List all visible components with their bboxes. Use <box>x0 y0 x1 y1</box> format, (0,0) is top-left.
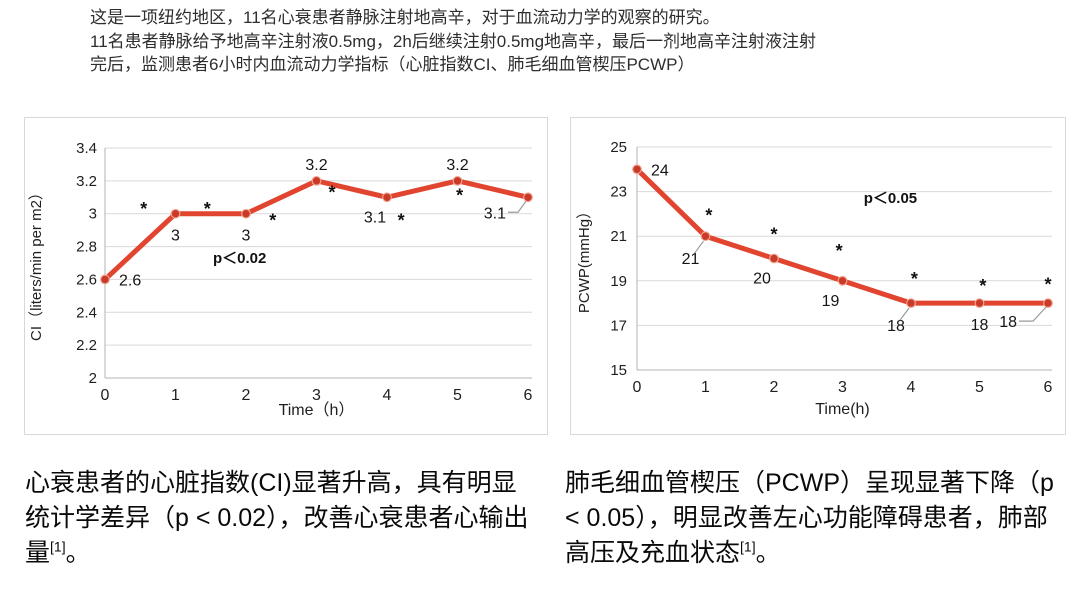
svg-text:18: 18 <box>999 314 1017 331</box>
svg-text:2.2: 2.2 <box>76 337 97 354</box>
svg-text:3.2: 3.2 <box>76 173 97 190</box>
citation-marker: [1] <box>50 538 66 555</box>
svg-text:CI（liters/min per m2）: CI（liters/min per m2） <box>28 185 45 341</box>
pcwp-chart-card: 15 17 19 21 23 25 0 1 2 3 4 5 6 Time(h) PCWP(mmHg） p＜0.… <box>570 117 1066 435</box>
svg-text:19: 19 <box>610 273 627 290</box>
ci-line-chart: 2 2.2 2.4 2.6 2.8 3 3.2 3.4 0 1 2 3 4 5 6 Time（h） CI（lit… <box>28 140 533 419</box>
svg-text:2.8: 2.8 <box>76 239 97 256</box>
svg-text:PCWP(mmHg）: PCWP(mmHg） <box>576 204 593 313</box>
pcwp-conclusion-text: 肺毛细血管楔压（PCWP）呈现显著下降（p < 0.05），明显改善左心功能障碍… <box>565 466 1071 571</box>
svg-text:2.4: 2.4 <box>76 304 97 321</box>
ci-conclusion-body: 心衰患者的心脏指数(CI)显著升高，具有明显统计学差异（p < 0.02），改善… <box>25 469 529 567</box>
svg-text:3: 3 <box>89 206 97 223</box>
svg-text:3: 3 <box>171 228 180 245</box>
svg-text:2: 2 <box>770 379 779 396</box>
svg-text:3.1: 3.1 <box>484 205 506 222</box>
svg-text:*: * <box>911 269 918 289</box>
svg-text:*: * <box>269 210 276 230</box>
svg-text:3.2: 3.2 <box>305 157 327 174</box>
svg-text:6: 6 <box>1044 379 1053 396</box>
svg-text:15: 15 <box>610 362 627 379</box>
svg-text:p＜0.02: p＜0.02 <box>213 250 266 267</box>
svg-text:5: 5 <box>975 379 984 396</box>
svg-text:*: * <box>204 199 211 219</box>
svg-text:*: * <box>140 199 147 219</box>
svg-text:Time(h): Time(h) <box>815 401 870 418</box>
svg-text:Time（h）: Time（h） <box>279 401 355 419</box>
svg-text:*: * <box>456 186 463 206</box>
svg-text:2: 2 <box>89 370 97 387</box>
svg-text:3: 3 <box>242 228 251 245</box>
ci-conclusion-end: 。 <box>65 539 91 567</box>
svg-text:18: 18 <box>971 317 989 334</box>
svg-text:18: 18 <box>887 318 905 335</box>
svg-text:1: 1 <box>171 387 180 404</box>
svg-text:20: 20 <box>753 271 771 288</box>
citation-marker: [1] <box>740 538 756 555</box>
svg-text:p＜0.05: p＜0.05 <box>864 190 917 207</box>
svg-text:*: * <box>1044 275 1051 295</box>
svg-text:1: 1 <box>701 379 710 396</box>
study-description-line: 完后，监测患者6小时内血流动力学指标（心脏指数CI、肺毛细血管楔压PCWP） <box>90 55 695 74</box>
study-description: 这是一项纽约地区，11名心衰患者静脉注射地高辛，对于血流动力学的观察的研究。 1… <box>90 6 1010 77</box>
svg-text:17: 17 <box>610 317 627 334</box>
pcwp-conclusion-body: 肺毛细血管楔压（PCWP）呈现显著下降（p < 0.05），明显改善左心功能障碍… <box>565 469 1054 567</box>
pcwp-conclusion-end: 。 <box>755 539 781 567</box>
svg-text:21: 21 <box>610 228 627 245</box>
svg-text:0: 0 <box>633 379 642 396</box>
svg-text:25: 25 <box>610 139 627 156</box>
svg-text:*: * <box>770 225 777 245</box>
svg-text:3.1: 3.1 <box>364 209 386 226</box>
svg-text:24: 24 <box>651 162 669 179</box>
svg-text:3.4: 3.4 <box>76 140 97 157</box>
svg-text:5: 5 <box>453 387 462 404</box>
svg-text:*: * <box>979 276 986 296</box>
svg-text:3: 3 <box>312 387 321 404</box>
svg-text:2.6: 2.6 <box>119 272 141 289</box>
svg-text:*: * <box>329 182 336 202</box>
svg-text:2: 2 <box>242 387 251 404</box>
svg-text:3.2: 3.2 <box>446 157 468 174</box>
svg-text:*: * <box>836 241 843 261</box>
svg-text:6: 6 <box>524 387 533 404</box>
svg-text:23: 23 <box>610 184 627 201</box>
svg-text:3: 3 <box>838 379 847 396</box>
study-description-line: 这是一项纽约地区，11名心衰患者静脉注射地高辛，对于血流动力学的观察的研究。 <box>90 8 720 27</box>
svg-text:19: 19 <box>822 293 840 310</box>
svg-text:*: * <box>398 210 405 230</box>
study-description-line: 11名患者静脉给予地高辛注射液0.5mg，2h后继续注射0.5mg地高辛，最后一… <box>90 31 817 51</box>
ci-chart-card: 2 2.2 2.4 2.6 2.8 3 3.2 3.4 0 1 2 3 4 5 6 Time（h） CI（lit… <box>24 117 548 435</box>
svg-text:2.6: 2.6 <box>76 271 97 288</box>
svg-text:4: 4 <box>383 387 392 404</box>
svg-text:4: 4 <box>907 379 916 396</box>
svg-text:*: * <box>705 206 712 226</box>
ci-conclusion-text: 心衰患者的心脏指数(CI)显著升高，具有明显统计学差异（p < 0.02），改善… <box>25 466 539 571</box>
svg-text:0: 0 <box>101 387 110 404</box>
svg-text:21: 21 <box>682 251 700 268</box>
